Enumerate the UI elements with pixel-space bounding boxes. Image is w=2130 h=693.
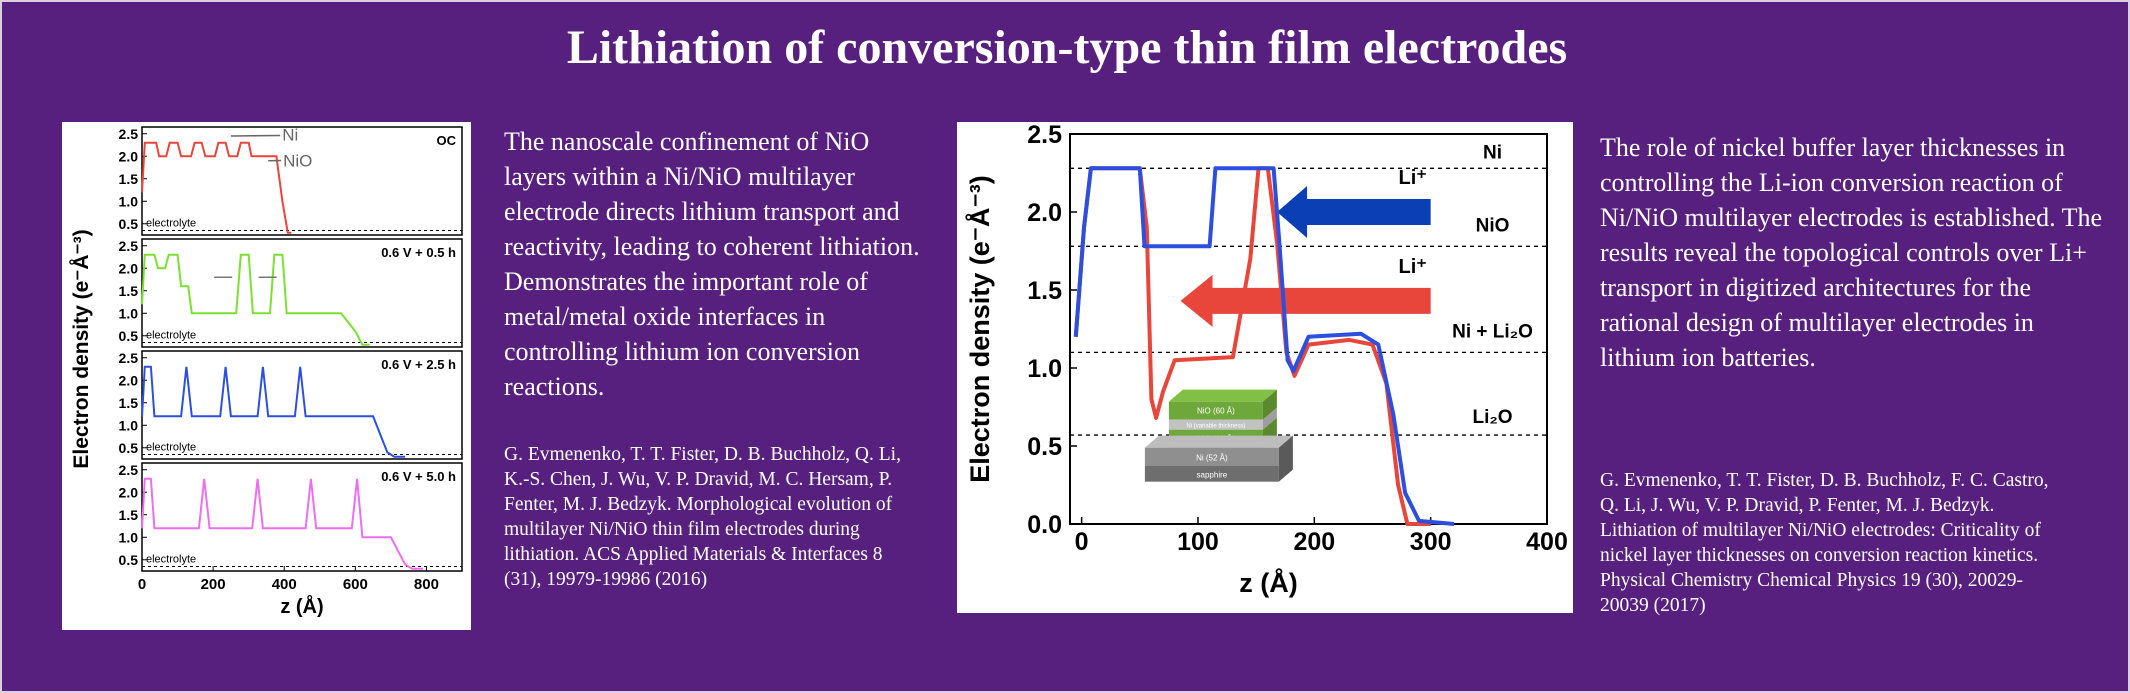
li-arrow-blue [1277,186,1431,238]
panel-1: electrolyte OC 0.5 1.0 1.5 2.0 2.5 Ni NiO [119,126,463,236]
density-profile-chart: Ni NiO Ni + Li₂O Li₂O 0.0 0.5 1.0 1.5 2.0 2.5 0 100… [964,121,1568,598]
x-tick-label: 400 [272,576,297,593]
reference-label: Ni + Li₂O [1452,321,1533,342]
x-tick-label: 300 [1410,528,1452,556]
inset-base-side [1278,435,1293,482]
series-line-2 [1073,166,1455,526]
y-tick-label: 1.5 [119,507,139,523]
panel-4: electrolyte 0.6 V + 5.0 h 0.5 1.0 1.5 2.0 2.5 [119,462,463,572]
reference-label: Li₂O [1472,407,1512,428]
x-tick-label: 800 [414,576,439,593]
x-tick-label: 0 [138,576,146,593]
li-arrow-red-label: Li⁺ [1398,256,1426,278]
x-axis-label: z (Å) [1239,567,1297,598]
y-tick-label: 1.5 [119,283,139,299]
annotation-nio: NiO [283,152,312,171]
series-line-3 [141,365,406,458]
y-tick-label: 0.5 [119,440,139,456]
panel-label: 0.6 V + 0.5 h [381,245,456,260]
y-tick-label: 1.0 [119,193,139,209]
right-reference: G. Evmenenko, T. T. Fister, D. B. Buchho… [1600,470,2049,616]
y-tick-label: 1.0 [119,305,139,321]
electrolyte-label: electrolyte [146,218,196,230]
figure-left: electrolyte OC 0.5 1.0 1.5 2.0 2.5 Ni NiO electro… [62,122,471,630]
plot-frame [1069,133,1548,525]
panel-3: electrolyte 0.6 V + 2.5 h 0.5 1.0 1.5 2.0 2.5 [119,350,463,460]
reference-label: Ni [1483,142,1502,163]
y-tick-label: 2.5 [119,126,139,142]
y-tick-label: 0.5 [119,552,139,568]
x-tick-label: 600 [343,576,368,593]
y-tick-label: 1.5 [119,171,139,187]
y-tick-label: 1.5 [119,395,139,411]
x-tick-label: 200 [201,576,226,593]
series-line-1 [141,141,292,234]
y-tick-label: 2.5 [119,238,139,254]
panel-label: 0.6 V + 5.0 h [381,469,456,484]
panel-label: OC [437,133,457,148]
y-tick-label: 2.5 [119,462,139,478]
inset-sapphire-layer [1144,465,1279,482]
x-axis-label: z (Å) [280,594,323,618]
right-paragraph: The role of nickel buffer layer thicknes… [1600,133,2103,372]
reference-label: NiO [1476,215,1510,236]
inset-top-face [1168,389,1277,402]
y-tick-label: 2.0 [119,484,139,500]
inset-sapphire-label: sapphire [1197,471,1228,480]
figure-right: Ni NiO Ni + Li₂O Li₂O 0.0 0.5 1.0 1.5 2.0 2.5 0 100… [957,121,1573,613]
y-tick-label: 1.0 [119,529,139,545]
y-tick-label: 0.5 [1027,433,1062,461]
poster-title: Lithiation of conversion-type thin film … [566,21,1568,74]
x-tick-label: 200 [1293,528,1335,556]
x-tick-label: 0 [1075,528,1089,556]
li-arrow-red [1180,274,1431,327]
annotation-ni-pointer [230,134,281,137]
annotation-ni: Ni [282,126,298,145]
inset-layer-face [1168,401,1263,420]
inset-layer-label: Ni (variable thickness) [1186,424,1245,430]
y-tick-label: 2.0 [1027,199,1062,227]
y-tick-label: 0.0 [1027,511,1062,539]
series-line-2 [141,253,370,346]
y-tick-label: 1.0 [119,417,139,433]
x-tick-label: 400 [1526,528,1568,556]
inset-layer-side [1262,407,1277,430]
inset-layer-label: NiO (60 Å) [1197,407,1235,416]
y-axis-label: Electron density (e⁻Å⁻³) [964,175,995,483]
left-paragraph: The nanoscale confinement of NiO layers … [504,127,920,401]
y-tick-label: 0.5 [119,328,139,344]
inset-base-top [1144,435,1293,448]
layer-stack-inset: NiO (60 Å)Ni (variable thickness)NiO (60… [1144,389,1293,482]
inset-ni-layer [1144,447,1279,466]
series-line-4 [141,477,423,570]
panel-label: 0.6 V + 2.5 h [381,357,456,372]
y-tick-label: 2.0 [119,260,139,276]
y-axis-label: Electron density (e⁻Å⁻³) [69,229,93,468]
li-arrow-blue-label: Li⁺ [1398,167,1426,189]
y-tick-label: 2.0 [119,148,139,164]
y-tick-label: 1.0 [1027,355,1062,383]
x-tick-label: 100 [1177,528,1219,556]
y-tick-label: 0.5 [119,216,139,232]
panel-2: electrolyte 0.6 V + 0.5 h 0.5 1.0 1.5 2.0 2.5 [119,238,463,348]
inset-ni-label: Ni (52 Å) [1196,454,1228,463]
y-tick-label: 2.5 [1027,122,1062,149]
y-tick-label: 2.5 [119,350,139,366]
y-tick-label: 2.0 [119,372,139,388]
electrolyte-label: electrolyte [146,330,196,342]
inset-layer-face [1168,419,1263,430]
electrolyte-label: electrolyte [146,442,196,454]
electrolyte-label: electrolyte [146,554,196,566]
inset-layer-side [1262,389,1277,420]
y-tick-label: 1.5 [1027,277,1062,305]
left-reference: G. Evmenenko, T. T. Fister, D. B. Buchho… [504,444,901,590]
